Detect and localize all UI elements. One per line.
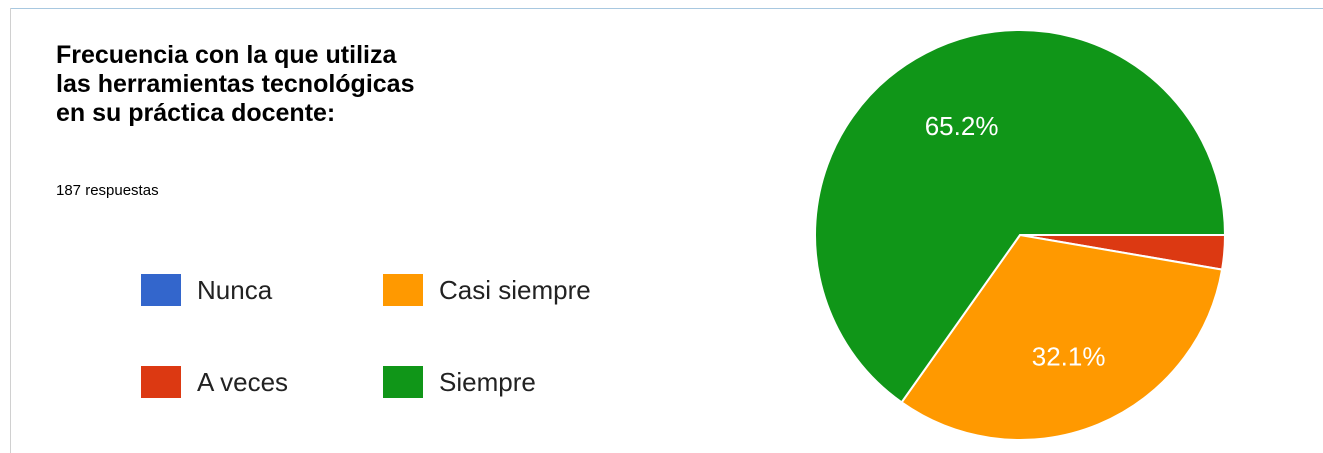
legend-label: Siempre bbox=[439, 367, 536, 397]
legend-label: A veces bbox=[197, 367, 288, 397]
pie-slice bbox=[814, 29, 1227, 404]
legend-swatch bbox=[383, 274, 423, 306]
legend-label: Casi siempre bbox=[439, 275, 591, 305]
legend-label: Nunca bbox=[197, 275, 273, 305]
legend-swatch bbox=[141, 366, 181, 398]
data-label: 65.2% bbox=[925, 111, 999, 141]
chart-title: Frecuencia con la que utiliza las herrami… bbox=[56, 41, 414, 127]
pie-slice bbox=[900, 233, 1224, 441]
legend-swatch bbox=[383, 366, 423, 398]
data-label: 32.1% bbox=[1032, 341, 1106, 371]
legend-swatch bbox=[141, 274, 181, 306]
subtitle: 187 respuestas bbox=[56, 182, 159, 199]
